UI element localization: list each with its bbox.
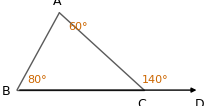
- Text: D: D: [194, 98, 204, 106]
- Text: 80°: 80°: [28, 75, 47, 85]
- Text: 60°: 60°: [68, 22, 87, 32]
- Text: 140°: 140°: [142, 75, 169, 85]
- Text: A: A: [53, 0, 61, 8]
- Text: B: B: [2, 85, 11, 98]
- Text: C: C: [138, 98, 146, 106]
